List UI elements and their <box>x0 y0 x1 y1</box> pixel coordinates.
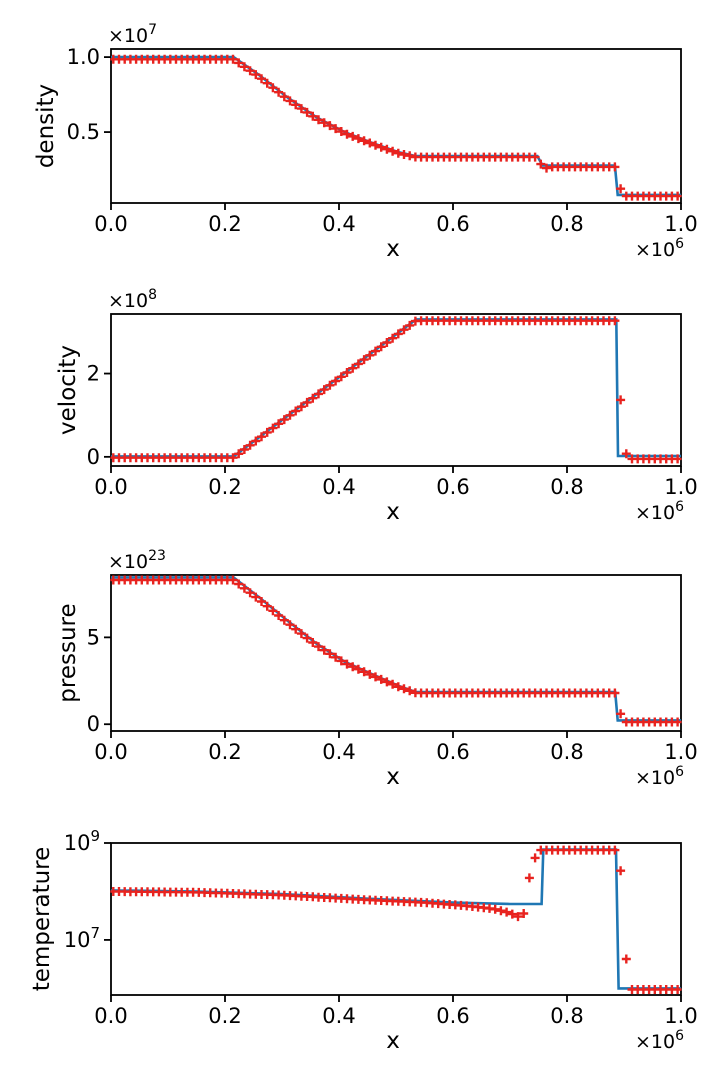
simulation-markers <box>110 575 682 727</box>
simulation-markers <box>110 54 682 201</box>
x-tick-label: 0.2 <box>208 740 241 764</box>
y-tick-label: 2 <box>87 362 100 386</box>
y-tick-label: 0 <box>87 445 100 469</box>
x-tick-label: 0.6 <box>436 212 469 236</box>
y-tick-label: 107 <box>64 924 100 952</box>
y-axis-offset-text: ×1023 <box>108 548 166 573</box>
simulation-markers <box>110 845 682 994</box>
exact-solution-line <box>111 576 681 722</box>
exact-solution-line <box>111 318 681 458</box>
y-axis-offset-text: ×108 <box>108 287 157 312</box>
y-tick-label: 0.5 <box>67 120 100 144</box>
y-axis: 0.5 1.0 <box>67 45 111 144</box>
y-tick-label: 109 <box>64 827 100 855</box>
x-tick-label: 1.0 <box>664 1004 697 1028</box>
x-tick-label: 0.8 <box>550 1004 583 1028</box>
simulation-markers <box>110 316 682 464</box>
axes-frame <box>110 313 682 467</box>
y-axis-label: density <box>33 84 59 168</box>
y-tick-label: 1.0 <box>67 45 100 69</box>
axes-frame <box>110 48 682 204</box>
x-axis-label: x <box>386 499 400 525</box>
exact-solution-line <box>110 848 681 990</box>
x-tick-label: 0.4 <box>322 1004 355 1028</box>
y-tick-label: 5 <box>87 625 100 649</box>
x-tick-label: 0.4 <box>322 475 355 499</box>
x-tick-label: 0.2 <box>208 475 241 499</box>
x-axis-offset-text: ×106 <box>635 499 684 524</box>
x-tick-label: 0.6 <box>436 475 469 499</box>
x-tick-label: 0.2 <box>208 212 241 236</box>
x-tick-label: 0.4 <box>322 740 355 764</box>
x-axis: 0.0 0.2 0.4 0.6 0.8 1.0 <box>94 203 698 236</box>
x-axis: 0.0 0.2 0.4 0.6 0.8 1.0 <box>94 466 698 499</box>
x-axis-offset-text: ×106 <box>635 1028 684 1053</box>
x-tick-label: 0.6 <box>436 1004 469 1028</box>
axes-frame <box>110 574 682 732</box>
exact-solution-line <box>111 55 681 197</box>
x-tick-label: 0.4 <box>322 212 355 236</box>
x-tick-label: 0.8 <box>550 212 583 236</box>
x-tick-label: 1.0 <box>664 212 697 236</box>
y-axis: 05 <box>87 625 111 736</box>
y-axis-label: temperature <box>29 847 55 992</box>
y-axis-label: velocity <box>55 345 81 435</box>
axes-frame <box>110 842 682 996</box>
x-axis-offset-text: ×106 <box>635 764 684 789</box>
x-axis: 0.0 0.2 0.4 0.6 0.8 1.0 <box>94 995 698 1028</box>
x-axis-offset-text: ×106 <box>635 236 684 261</box>
y-axis-label: pressure <box>55 603 81 702</box>
x-tick-label: 1.0 <box>664 475 697 499</box>
subplot-density: 0.0 0.2 0.4 0.6 0.8 1.0 0.5 1.0 ×107 density x ×106 <box>33 22 698 262</box>
x-tick-label: 0.0 <box>94 475 127 499</box>
x-axis-label: x <box>386 764 400 790</box>
x-tick-label: 0.8 <box>550 740 583 764</box>
x-tick-label: 1.0 <box>664 740 697 764</box>
x-tick-label: 0.6 <box>436 740 469 764</box>
y-tick-label: 0 <box>87 712 100 736</box>
x-tick-label: 0.0 <box>94 740 127 764</box>
x-tick-label: 0.0 <box>94 212 127 236</box>
x-tick-label: 0.2 <box>208 1004 241 1028</box>
x-tick-label: 0.0 <box>94 1004 127 1028</box>
x-axis: 0.0 0.2 0.4 0.6 0.8 1.0 <box>94 731 698 764</box>
x-axis-label: x <box>386 236 400 262</box>
subplot-temperature: 0.0 0.2 0.4 0.6 0.8 1.0 107 109 temperature x ×106 <box>29 827 698 1054</box>
x-axis-label: x <box>386 1028 400 1054</box>
y-axis-offset-text: ×107 <box>108 22 157 47</box>
y-axis: 107 109 <box>64 827 111 952</box>
x-tick-label: 0.8 <box>550 475 583 499</box>
y-axis: 02 <box>87 362 111 469</box>
